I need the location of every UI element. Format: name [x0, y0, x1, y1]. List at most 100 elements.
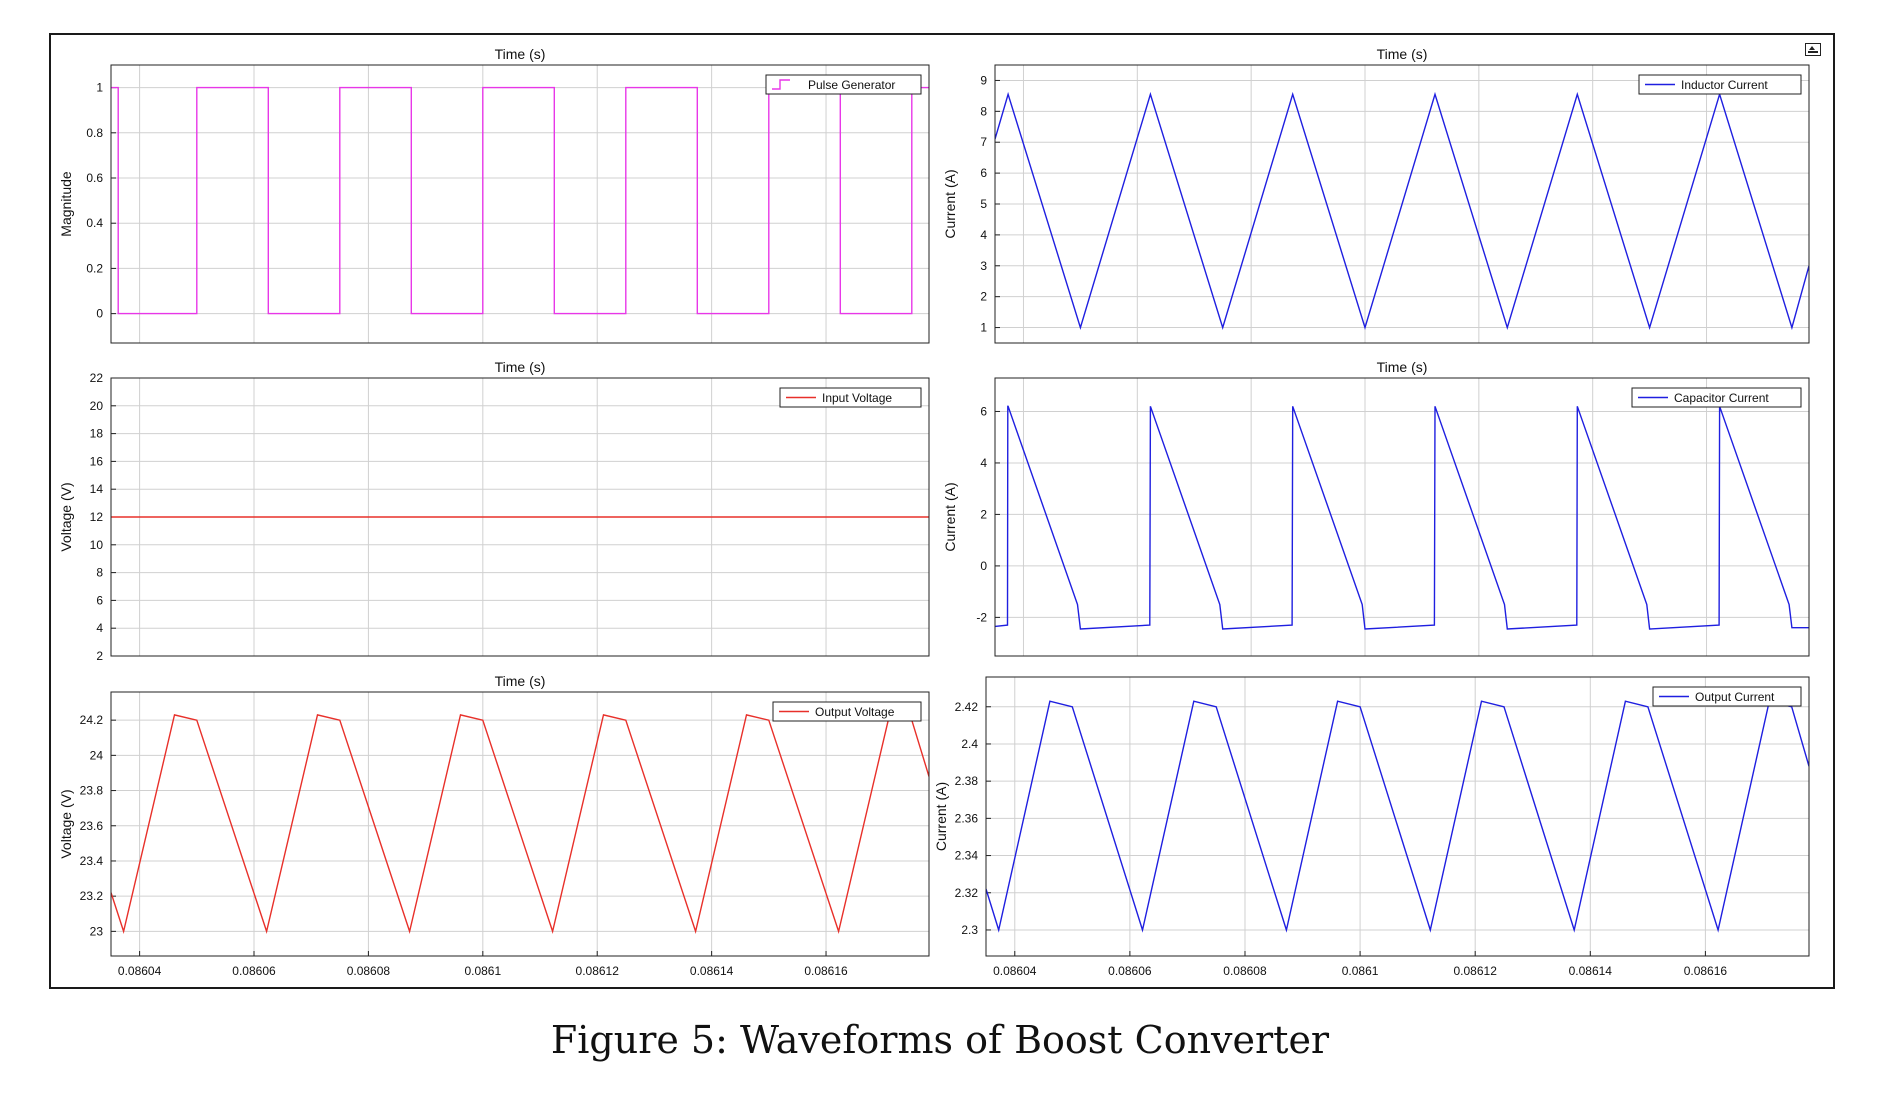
legend-box	[772, 701, 922, 722]
y-tick-label: 2	[980, 290, 987, 304]
y-tick-label: 24.2	[80, 713, 104, 727]
plot-3: 2 4 6 8 10 12 14 16 18 20 22 Time (s) Voltage (V) Inp…	[58, 359, 930, 663]
y-tick-label: 24	[90, 748, 104, 762]
y-tick-label: 2	[96, 649, 103, 663]
axes-box	[994, 64, 1810, 344]
plot-title: Time (s)	[495, 673, 546, 689]
y-tick-label: 5	[980, 197, 987, 211]
plot-4: -2 0 2 4 6 Time (s) Current (A) Capacitor Curre…	[942, 359, 1810, 657]
x-tick-label: 0.08606	[232, 964, 276, 978]
y-axis-label: Magnitude	[58, 171, 74, 237]
x-tick-label: 0.08614	[1569, 964, 1613, 978]
y-axis-label: Voltage (V)	[58, 482, 74, 551]
series-line	[111, 714, 929, 934]
plot-area	[111, 692, 929, 956]
y-tick-label: 1	[96, 81, 103, 95]
legend-box	[1652, 686, 1802, 707]
y-tick-label: 0	[980, 559, 987, 573]
x-tick-label: 0.08604	[993, 964, 1037, 978]
series-line	[995, 91, 1809, 331]
x-tick-label: 0.08604	[118, 964, 162, 978]
plot-2: 1 2 3 4 5 6 7 8 9 Time (s) Current (A) Inductor Cur…	[942, 46, 1810, 344]
y-tick-label: 0.8	[86, 126, 103, 140]
y-tick-label: 12	[90, 510, 104, 524]
y-axis-label: Current (A)	[942, 169, 958, 238]
y-tick-label: 4	[980, 228, 987, 242]
y-tick-label: 0	[96, 307, 103, 321]
plot-area	[111, 65, 929, 343]
y-tick-label: 1	[980, 321, 987, 335]
series-line	[986, 700, 1809, 933]
y-tick-label: 6	[96, 593, 103, 607]
x-tick-label: 0.08606	[1108, 964, 1152, 978]
plot-6: 2.3 2.32 2.34 2.36 2.38 2.4 2.42 0.08604 0.08606…	[933, 676, 1810, 978]
y-tick-label: 8	[96, 566, 103, 580]
legend-box	[779, 387, 922, 408]
y-tick-label: 23.4	[80, 854, 104, 868]
x-tick-label: 0.08616	[1684, 964, 1728, 978]
y-tick-label: -2	[976, 610, 987, 624]
y-tick-label: 8	[980, 104, 987, 118]
y-tick-label: 0.4	[86, 216, 103, 230]
y-tick-label: 22	[90, 371, 104, 385]
plot-area	[986, 677, 1809, 956]
y-tick-label: 23.2	[80, 889, 104, 903]
plot-title: Time (s)	[495, 46, 546, 62]
y-tick-label: 7	[980, 135, 987, 149]
y-tick-label: 20	[90, 399, 104, 413]
legend-box	[1631, 387, 1802, 408]
legend-label: Inductor Current	[1681, 78, 1768, 92]
y-tick-label: 2.36	[955, 811, 979, 825]
x-tick-label: 0.0861	[464, 964, 501, 978]
y-tick-label: 2.42	[955, 700, 979, 714]
y-tick-label: 6	[980, 404, 987, 418]
plot-area	[995, 378, 1809, 656]
y-tick-label: 3	[980, 259, 987, 273]
y-tick-label: 0.2	[86, 261, 103, 275]
legend-label: Capacitor Current	[1674, 391, 1769, 405]
y-tick-label: 2.3	[961, 923, 978, 937]
series-line	[995, 405, 1809, 630]
y-tick-label: 0.6	[86, 171, 103, 185]
x-tick-label: 0.08608	[1223, 964, 1267, 978]
legend-label: Pulse Generator	[808, 78, 895, 92]
y-tick-label: 6	[980, 166, 987, 180]
y-tick-label: 2.4	[961, 737, 978, 751]
x-tick-label: 0.08608	[347, 964, 391, 978]
axes-box	[110, 64, 930, 344]
plot-title: Time (s)	[495, 359, 546, 375]
x-tick-label: 0.08614	[690, 964, 734, 978]
plot-1: 0 0.2 0.4 0.6 0.8 1 Time (s) Magnitude Pulse Gen…	[58, 46, 930, 344]
y-tick-label: 23	[90, 924, 104, 938]
x-tick-label: 0.08616	[804, 964, 848, 978]
y-tick-label: 23.6	[80, 819, 104, 833]
y-tick-label: 2.32	[955, 886, 979, 900]
legend-label: Output Voltage	[815, 705, 895, 719]
legend-box	[1638, 74, 1802, 95]
y-tick-label: 18	[90, 427, 104, 441]
y-tick-label: 2.34	[955, 849, 979, 863]
legend-label: Output Current	[1695, 690, 1775, 704]
x-tick-label: 0.0861	[1342, 964, 1379, 978]
expand-panel-icon[interactable]	[1805, 43, 1821, 56]
axes-box	[994, 377, 1810, 657]
plot-title: Time (s)	[1377, 46, 1428, 62]
legend-label: Input Voltage	[822, 391, 892, 405]
y-axis-label: Current (A)	[933, 782, 949, 851]
y-tick-label: 16	[90, 454, 104, 468]
axes-box	[110, 691, 930, 957]
x-tick-label: 0.08612	[1454, 964, 1498, 978]
y-axis-label: Current (A)	[942, 482, 958, 551]
y-tick-label: 4	[980, 456, 987, 470]
y-tick-label: 9	[980, 73, 987, 87]
plot-title: Time (s)	[1377, 359, 1428, 375]
y-tick-label: 2	[980, 507, 987, 521]
y-tick-label: 10	[90, 538, 104, 552]
y-tick-label: 23.8	[80, 784, 104, 798]
y-tick-label: 4	[96, 621, 103, 635]
y-axis-label: Voltage (V)	[58, 789, 74, 858]
legend-box	[765, 74, 922, 95]
figure-caption: Figure 5: Waveforms of Boost Converter	[550, 1018, 1330, 1062]
axes-box	[985, 676, 1810, 957]
x-tick-label: 0.08612	[576, 964, 620, 978]
